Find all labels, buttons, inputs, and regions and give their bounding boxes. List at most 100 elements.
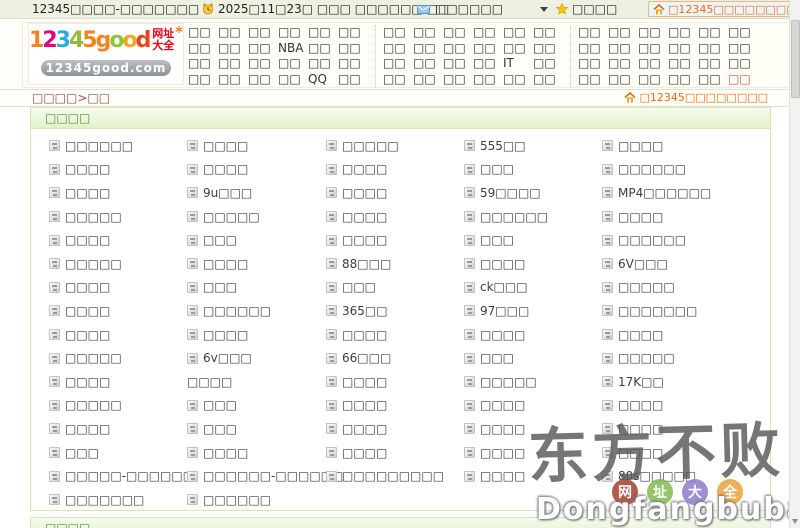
nav-item[interactable]: □□ [308, 40, 331, 55]
site-link[interactable]: 80s□□□□□ [602, 464, 740, 488]
nav-item[interactable]: □□ [533, 71, 556, 86]
nav-item[interactable]: □□ [638, 56, 661, 70]
site-link[interactable]: □□□□□ [464, 370, 602, 394]
nav-item[interactable]: □□ [443, 71, 466, 86]
site-link[interactable]: □□□□□□□ [602, 299, 740, 323]
site-link[interactable]: □□□□ [49, 276, 187, 300]
nav-item[interactable]: □□ [503, 71, 526, 86]
nav-item[interactable]: □□ [338, 25, 361, 39]
nav-item[interactable]: □□ [413, 25, 436, 39]
nav-item[interactable]: □□ [698, 56, 721, 70]
site-link[interactable]: □□□ [187, 394, 325, 418]
site-link[interactable]: □□□□□ [49, 252, 187, 276]
nav-item[interactable]: □□ [248, 25, 271, 39]
site-link[interactable]: 17K□□ [602, 370, 740, 394]
site-link[interactable]: □□□□□-□□□□□□ [49, 464, 194, 488]
site-link[interactable]: □□□ [187, 417, 325, 441]
site-link[interactable]: □□□□ [49, 417, 187, 441]
nav-item[interactable]: □□ [728, 25, 751, 39]
nav-item[interactable]: □□ [383, 56, 406, 70]
scrollbar[interactable] [789, 0, 800, 528]
nav-item[interactable]: □□ [338, 40, 361, 55]
site-link[interactable]: □□□□ [187, 370, 325, 394]
site-link[interactable]: □□□ [49, 441, 187, 465]
site-link[interactable]: □□□□ [326, 323, 464, 347]
site-link[interactable]: □□□ [326, 276, 464, 300]
scrollbar-thumb[interactable] [791, 20, 800, 98]
site-link[interactable]: □□□□ [602, 417, 740, 441]
nav-item[interactable]: □□ [668, 40, 691, 55]
nav-item[interactable]: □□ [698, 40, 721, 55]
site-link[interactable]: □□□ [464, 228, 602, 252]
nav-item[interactable]: □□ [503, 40, 526, 55]
nav-item[interactable]: □□ [698, 71, 721, 86]
nav-item[interactable]: □□ [578, 40, 601, 55]
nav-item[interactable]: □□ [188, 25, 211, 39]
site-link[interactable]: □□□□ [326, 228, 464, 252]
nav-item[interactable]: □□ [578, 56, 601, 70]
site-link[interactable]: □□□□ [602, 205, 740, 229]
nav-item[interactable]: □□ [638, 40, 661, 55]
nav-item[interactable]: □□ [188, 56, 211, 70]
site-link[interactable]: □□□ [187, 276, 325, 300]
nav-item[interactable]: □□ [338, 56, 361, 70]
site-link[interactable]: □□□□ [464, 323, 602, 347]
nav-item[interactable]: □□ [278, 25, 301, 39]
site-link[interactable]: □□□□□ [602, 346, 740, 370]
site-link[interactable]: □□□□□□□□□ [326, 464, 464, 488]
nav-item[interactable]: □□ [668, 25, 691, 39]
nav-item[interactable]: □□ [728, 56, 751, 70]
nav-item[interactable]: □□ [638, 25, 661, 39]
nav-item[interactable]: □□ [278, 56, 301, 70]
nav-item[interactable]: □□ [608, 71, 631, 86]
nav-item[interactable]: □□ [413, 40, 436, 55]
site-link[interactable]: □□□□ [326, 205, 464, 229]
nav-item[interactable]: □□ [473, 40, 496, 55]
nav-item[interactable]: □□ [668, 71, 691, 86]
set-homepage-link[interactable]: □12345□□□□□□□□ [624, 91, 768, 104]
nav-item[interactable]: □□ [728, 40, 751, 55]
site-link[interactable]: 555□□ [464, 134, 602, 158]
nav-item[interactable]: □□ [443, 25, 466, 39]
site-link[interactable]: ck□□□ [464, 276, 602, 300]
nav-item[interactable]: □□ [728, 71, 751, 86]
site-link[interactable]: 9u□□□ [187, 181, 325, 205]
site-link[interactable]: MP4□□□□□□ [602, 181, 740, 205]
nav-item[interactable]: NBA [278, 40, 304, 55]
site-link[interactable]: □□□□□ [49, 346, 187, 370]
site-link[interactable]: □□□□ [49, 181, 187, 205]
nav-item[interactable]: □□ [218, 40, 241, 55]
site-link[interactable]: □□□□ [464, 417, 602, 441]
nav-item[interactable]: □□ [473, 25, 496, 39]
site-link[interactable]: □□□□ [464, 252, 602, 276]
nav-item[interactable]: □□ [308, 56, 331, 70]
nav-item[interactable]: IT [503, 56, 514, 70]
site-link[interactable]: □□□□□ [187, 205, 325, 229]
nav-item[interactable]: □□ [218, 71, 241, 86]
nav-item[interactable]: □□ [188, 40, 211, 55]
nav-item[interactable]: □□ [608, 25, 631, 39]
site-link[interactable]: □□□□□□ [602, 228, 740, 252]
site-link[interactable]: □□□□□ [49, 205, 187, 229]
nav-item[interactable]: □□ [698, 25, 721, 39]
nav-item[interactable]: □□ [383, 71, 406, 86]
nav-item[interactable]: □□ [578, 71, 601, 86]
nav-item[interactable]: □□ [503, 25, 526, 39]
site-link[interactable]: 88□□□ [326, 252, 464, 276]
nav-item[interactable]: □□ [383, 25, 406, 39]
site-link[interactable]: □□□□□□ [602, 158, 740, 182]
site-link[interactable]: □□□□□ [602, 276, 740, 300]
site-link[interactable]: □□□□ [464, 394, 602, 418]
site-link[interactable]: □□□□ [326, 417, 464, 441]
site-link[interactable]: □□□□ [187, 323, 325, 347]
site-link[interactable]: □□□□ [602, 394, 740, 418]
site-link[interactable]: □□□□□□ [49, 134, 187, 158]
nav-item[interactable]: □□ [383, 40, 406, 55]
nav-item[interactable]: □□ [473, 56, 496, 70]
site-link[interactable]: □□□□ [602, 441, 740, 465]
nav-item[interactable]: □□ [248, 40, 271, 55]
site-link[interactable]: □□□□ [464, 464, 602, 488]
site-link[interactable]: □□□□ [326, 370, 464, 394]
mail-menu[interactable]: □□□□□□ [417, 2, 503, 16]
breadcrumb[interactable]: □□□□>□□ [32, 91, 111, 105]
